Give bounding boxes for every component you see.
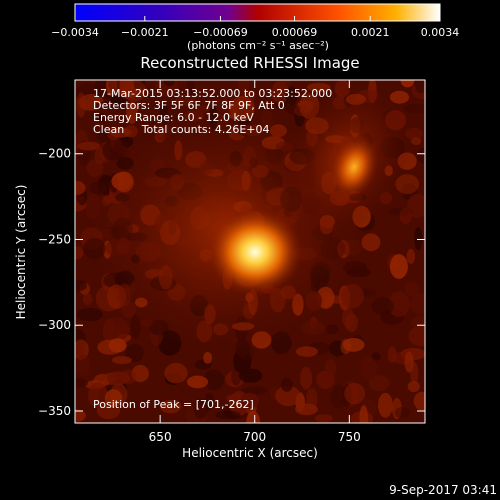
plot-frame bbox=[74, 79, 426, 424]
annotation-time-range: 17-Mar-2015 03:13:52.000 to 03:23:52.000 bbox=[93, 87, 332, 100]
x-tick-label: 700 bbox=[243, 430, 266, 444]
colorbar bbox=[74, 3, 441, 22]
peak-source bbox=[207, 208, 303, 296]
colorbar-tick-label: −0.00069 bbox=[193, 26, 248, 39]
colorbar-tick-label: 0.0034 bbox=[421, 26, 460, 39]
x-tick-label: 750 bbox=[338, 430, 361, 444]
colorbar-ticks: −0.0034 −0.0021 −0.00069 0.00069 0.0021 0.003… bbox=[51, 16, 459, 39]
x-axis-label: Heliocentric X (arcsec) bbox=[182, 446, 318, 460]
colorbar-tick-label: −0.0021 bbox=[121, 26, 169, 39]
colorbar-tick-label: −0.0034 bbox=[51, 26, 99, 39]
y-tick-label: −350 bbox=[38, 404, 71, 418]
x-tick-label: 650 bbox=[149, 430, 172, 444]
annotation-detectors: Detectors: 3F 5F 6F 7F 8F 9F, Att 0 bbox=[93, 99, 285, 112]
heatmap-image bbox=[75, 80, 425, 423]
footer-timestamp: 9-Sep-2017 03:41 bbox=[389, 483, 497, 497]
annotation-energy: Energy Range: 6.0 - 12.0 keV bbox=[93, 111, 254, 124]
y-axis-label: Heliocentric Y (arcsec) bbox=[14, 185, 28, 320]
colorbar-unit-label: (photons cm⁻² s⁻¹ asec⁻²) bbox=[187, 39, 329, 52]
chart-title: Reconstructed RHESSI Image bbox=[140, 54, 359, 72]
colorbar-tick-label: 0.00069 bbox=[272, 26, 318, 39]
y-tick-label: −300 bbox=[38, 318, 71, 332]
y-tick-label: −250 bbox=[38, 232, 71, 246]
peak-position-label: Position of Peak = [701,-262] bbox=[93, 398, 254, 411]
axis-ticks: 650 700 750 −200 −250 −300 −350 bbox=[38, 80, 425, 444]
annotation-clean: Clean Total counts: 4.26E+04 bbox=[93, 123, 270, 136]
secondary-source bbox=[328, 134, 380, 200]
colorbar-tick-label: 0.0021 bbox=[351, 26, 390, 39]
y-tick-label: −200 bbox=[38, 147, 71, 161]
